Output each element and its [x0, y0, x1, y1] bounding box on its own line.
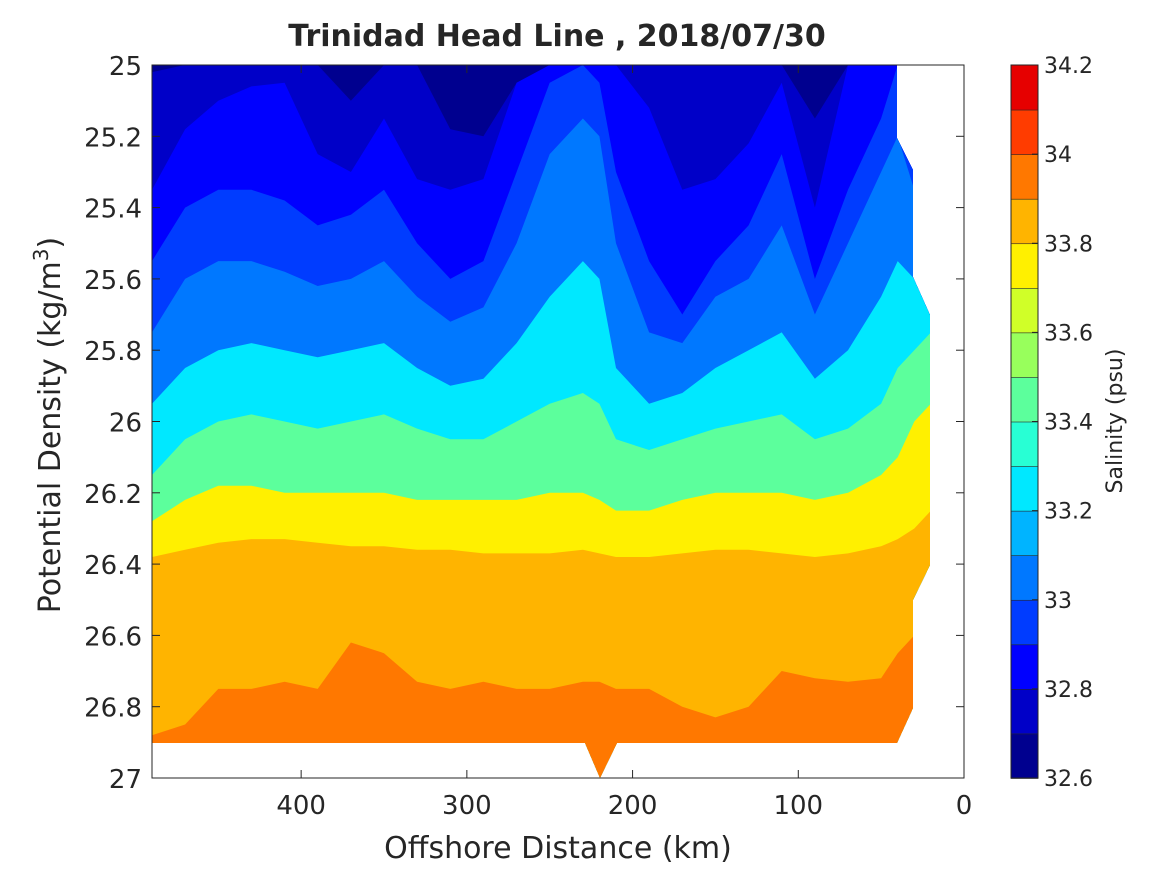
colorbar-tick-label: 32.6	[1044, 767, 1093, 792]
colorbar-tick-label: 34.2	[1044, 54, 1093, 79]
x-tick-label: 300	[442, 791, 492, 821]
colorbar-swatch	[1010, 153, 1039, 200]
y-tick-label: 25.6	[84, 266, 142, 296]
band-34.0	[152, 599, 930, 778]
x-axis-label: Offshore Distance (km)	[384, 831, 732, 866]
colorbar-swatch	[1010, 287, 1039, 334]
colorbar-tick-label: 33	[1044, 589, 1072, 614]
colorbar-swatch	[1010, 242, 1039, 289]
x-axis-ticks: 400 300 200 100 0	[276, 65, 972, 821]
y-tick-label: 26	[109, 409, 142, 439]
salinity-contour-fill	[152, 65, 930, 778]
colorbar-swatch	[1010, 198, 1039, 245]
x-tick-label: 400	[276, 791, 326, 821]
colorbar-swatch	[1010, 465, 1039, 512]
y-axis-ticks: 25 25.2 25.4 25.6 25.8 26 26.2 26.4 26.6 26.8 27	[84, 52, 964, 795]
y-tick-label: 26.8	[84, 694, 142, 724]
colorbar-swatch	[1010, 688, 1039, 735]
y-axis-label-main: Potential Density (kg/m	[33, 261, 68, 613]
y-tick-label: 26.6	[84, 622, 142, 652]
colorbar-tick-label: 33.8	[1044, 232, 1093, 257]
chart-title: Trinidad Head Line , 2018/07/30	[288, 19, 825, 54]
colorbar-swatch	[1010, 733, 1039, 779]
y-tick-label: 26.4	[84, 551, 142, 581]
y-axis-label-superscript: 3	[29, 248, 53, 261]
y-axis-label: Potential Density (kg/m3)	[29, 237, 68, 613]
colorbar-tick-label: 33.4	[1044, 411, 1093, 436]
colorbar-swatch	[1010, 554, 1039, 601]
colorbar-tick-label: 32.8	[1044, 678, 1093, 703]
colorbar-swatch	[1010, 421, 1039, 467]
x-tick-label: 200	[608, 791, 658, 821]
colorbar-tick-label: 33.2	[1044, 500, 1093, 525]
colorbar-swatch	[1010, 510, 1039, 556]
x-tick-label: 100	[773, 791, 823, 821]
colorbar-tick-label: 34	[1044, 143, 1072, 168]
colorbar-label: Salinity (psu)	[1103, 349, 1128, 494]
contour-plot-area: 400 300 200 100 0 25 25.2 25.4 25.6 25.8 26 26.2 26…	[84, 52, 972, 821]
colorbar-tick-label: 33.6	[1044, 321, 1093, 346]
y-tick-label: 26.2	[84, 480, 142, 510]
colorbar-swatch	[1010, 109, 1039, 155]
colorbar-swatch	[1010, 376, 1039, 423]
y-tick-label: 27	[109, 765, 142, 795]
colorbar-swatch	[1010, 599, 1039, 646]
colorbar-swatch	[1010, 64, 1039, 111]
colorbar-ticks: 32.6 32.8 33 33.2 33.4 33.6 33.8 34 34.2	[1032, 54, 1093, 792]
x-tick-label: 0	[956, 791, 973, 821]
y-tick-label: 25.8	[84, 337, 142, 367]
y-axis-label-close: )	[33, 237, 68, 249]
colorbar-swatch	[1010, 332, 1039, 378]
y-tick-label: 25	[109, 52, 142, 82]
colorbar-swatch	[1010, 644, 1039, 690]
y-tick-label: 25.4	[84, 195, 142, 225]
colorbar: 32.6 32.8 33 33.2 33.4 33.6 33.8 34 34.2	[1010, 54, 1093, 792]
y-tick-label: 25.2	[84, 123, 142, 153]
